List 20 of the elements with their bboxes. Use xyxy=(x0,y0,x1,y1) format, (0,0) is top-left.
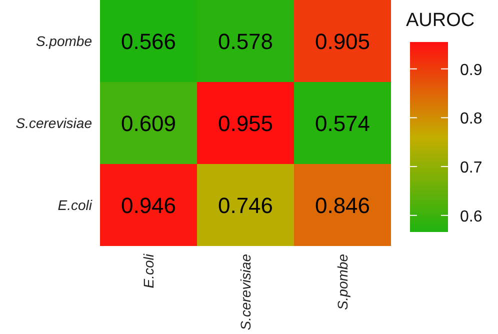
x-tick-label: S.cerevisiae xyxy=(238,254,254,330)
data-label: 0.846 xyxy=(314,193,370,218)
x-tick-label: E.coli xyxy=(140,253,156,288)
data-label: 0.905 xyxy=(314,29,370,54)
data-label: 0.609 xyxy=(120,111,176,136)
data-label: 0.578 xyxy=(218,29,274,54)
data-label: 0.746 xyxy=(218,193,274,218)
data-label: 0.574 xyxy=(314,111,370,136)
y-tick-label: S.pombe xyxy=(36,33,92,49)
y-tick-label: E.coli xyxy=(58,197,93,213)
x-tick-label: S.pombe xyxy=(334,254,350,310)
data-label: 0.955 xyxy=(218,111,274,136)
color-bar-label: 0.8 xyxy=(460,110,482,128)
color-bar-label: 0.6 xyxy=(460,208,482,226)
color-bar-label: 0.9 xyxy=(460,62,482,79)
y-tick-label: S.cerevisiae xyxy=(16,115,92,131)
color-bar-label: 0.7 xyxy=(460,160,482,177)
data-label: 0.946 xyxy=(120,193,176,218)
color-bar-title: AUROC xyxy=(406,10,475,31)
data-label: 0.566 xyxy=(120,29,176,54)
